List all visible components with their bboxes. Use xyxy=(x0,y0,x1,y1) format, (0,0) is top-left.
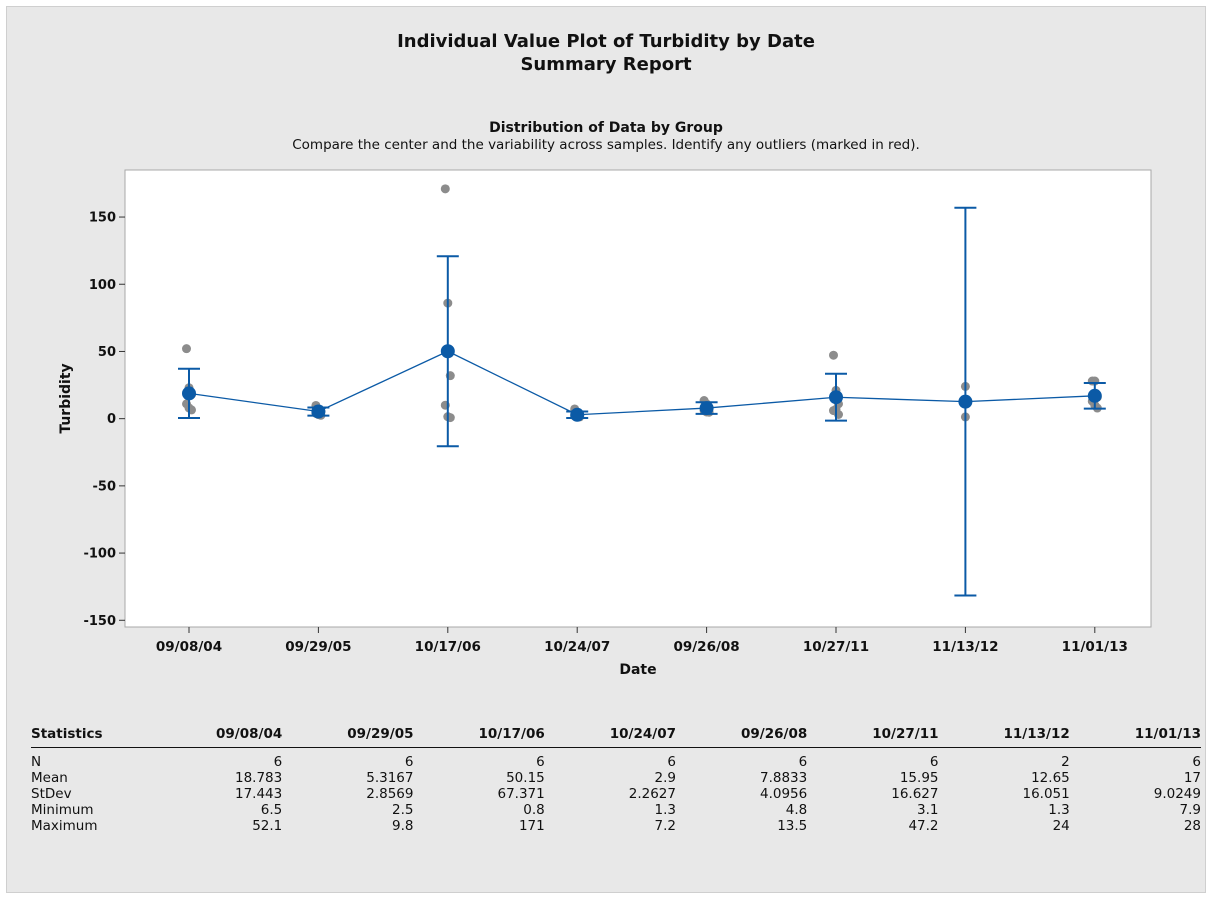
stats-cell: 5.3167 xyxy=(366,770,414,786)
mean-marker xyxy=(182,386,196,401)
stats-row: Minimum 6.5 2.5 0.8 1.3 4.8 3.1 1.3 7.9 xyxy=(31,802,1201,818)
stats-row-label: Maximum xyxy=(31,818,98,834)
stats-cell: 16.627 xyxy=(891,786,939,802)
section-subtitle: Compare the center and the variability a… xyxy=(292,137,920,153)
stats-cell: 50.15 xyxy=(506,770,545,786)
mean-marker xyxy=(699,401,714,416)
stats-cell: 3.1 xyxy=(917,802,939,818)
stats-cell: 17.443 xyxy=(235,786,283,802)
stats-column-header: 10/17/06 xyxy=(413,720,545,748)
stats-cell: 47.2 xyxy=(908,818,939,834)
stats-column-header: 10/24/07 xyxy=(544,720,676,748)
stats-column-header: 09/08/04 xyxy=(151,720,283,748)
stats-cell: 9.8 xyxy=(392,818,414,834)
stats-row-label: Mean xyxy=(31,770,68,786)
stats-column-header: 09/29/05 xyxy=(282,720,414,748)
statistics-header-row: Statistics 09/08/04 09/29/05 10/17/06 10/24/… xyxy=(31,720,1201,748)
stats-cell: 4.8 xyxy=(785,802,808,818)
x-tick-label: 10/27/11 xyxy=(803,639,869,655)
stats-row-label: N xyxy=(31,754,42,770)
x-axis-label: Date xyxy=(619,662,656,678)
stats-cell: 6.5 xyxy=(260,802,283,818)
x-tick-label: 10/24/07 xyxy=(544,639,610,655)
x-tick-label: 09/26/08 xyxy=(673,639,739,655)
summary-report: Individual Value Plot of Turbidity by Da… xyxy=(6,6,1206,893)
stats-header-label: Statistics xyxy=(31,720,151,748)
y-tick-label: 50 xyxy=(98,345,116,360)
stats-cell: 17 xyxy=(1183,770,1201,786)
individual-value-plot: -150 -100 -50 0 50 100 150 09/08/04 09/29/05 10/1… xyxy=(58,169,1152,678)
stats-cell: 2.9 xyxy=(654,770,676,786)
stats-cell: 15.95 xyxy=(899,770,939,786)
y-tick-label: 100 xyxy=(89,278,116,293)
plot-area xyxy=(124,169,1152,628)
mean-marker xyxy=(311,404,326,419)
stats-cell: 7.8833 xyxy=(760,770,808,786)
x-tick-label: 11/01/13 xyxy=(1062,639,1128,655)
data-point xyxy=(829,350,838,360)
stats-cell: 12.65 xyxy=(1031,770,1070,786)
stats-cell: 6 xyxy=(1192,754,1201,770)
stats-cell: 2.8569 xyxy=(366,786,414,802)
stats-cell: 24 xyxy=(1052,818,1070,834)
stats-cell: 7.2 xyxy=(654,818,676,834)
x-tick-label: 11/13/12 xyxy=(932,639,998,655)
stats-cell: 16.051 xyxy=(1022,786,1070,802)
stats-cell: 6 xyxy=(536,754,545,770)
stats-cell: 28 xyxy=(1183,818,1201,834)
stats-cell: 13.5 xyxy=(777,818,808,834)
stats-cell: 7.9 xyxy=(1179,802,1201,818)
data-point xyxy=(440,184,450,194)
stats-cell: 9.0249 xyxy=(1153,786,1201,802)
stats-row-label: Minimum xyxy=(31,802,94,818)
y-tick-label: 150 xyxy=(89,211,116,226)
stats-cell: 6 xyxy=(667,754,676,770)
statistics-table: Statistics 09/08/04 09/29/05 10/17/06 10/24/… xyxy=(31,720,1201,834)
mean-marker xyxy=(829,390,843,405)
stats-cell: 171 xyxy=(518,818,545,834)
stats-cell: 1.3 xyxy=(654,802,676,818)
stats-cell: 6 xyxy=(404,754,414,770)
stats-cell: 6 xyxy=(798,754,808,770)
stats-cell: 4.0956 xyxy=(760,786,808,802)
mean-marker xyxy=(440,344,455,359)
section-title: Distribution of Data by Group xyxy=(489,120,723,136)
stats-column-header: 11/13/12 xyxy=(938,720,1070,748)
mean-marker xyxy=(570,407,585,422)
stats-row: N 6 6 6 6 6 6 2 6 xyxy=(31,748,1201,771)
stats-cell: 1.3 xyxy=(1048,802,1070,818)
stats-cell: 2.2627 xyxy=(628,786,676,802)
stats-cell: 52.1 xyxy=(252,818,283,834)
report-subtitle: Summary Report xyxy=(520,54,692,75)
stats-cell: 67.371 xyxy=(497,786,545,802)
stats-cell: 2.5 xyxy=(392,802,414,818)
x-tick-label: 09/29/05 xyxy=(285,639,351,655)
stats-row: Maximum 52.1 9.8 171 7.2 13.5 47.2 24 28 xyxy=(31,818,1201,834)
stats-column-header: 09/26/08 xyxy=(676,720,808,748)
y-tick-label: -150 xyxy=(83,614,116,629)
stats-row: StDev 17.443 2.8569 67.371 2.2627 4.0956 16.62… xyxy=(31,786,1201,802)
stats-cell: 2 xyxy=(1061,754,1070,770)
stats-column-header: 10/27/11 xyxy=(807,720,939,748)
stats-row-label: StDev xyxy=(31,786,72,802)
y-tick-label: -50 xyxy=(93,479,117,494)
mean-marker xyxy=(958,394,973,409)
stats-row: Mean 18.783 5.3167 50.15 2.9 7.8833 15.95 12.65… xyxy=(31,770,1201,786)
stats-cell: 6 xyxy=(929,754,939,770)
y-tick-label: -100 xyxy=(83,547,116,562)
data-point xyxy=(182,344,191,354)
stats-column-header: 11/01/13 xyxy=(1069,720,1201,748)
mean-connect-line xyxy=(188,350,1095,416)
report-title: Individual Value Plot of Turbidity by Da… xyxy=(397,31,815,52)
y-axis-label: Turbidity xyxy=(58,363,74,433)
mean-marker xyxy=(1087,388,1102,403)
stats-cell: 18.783 xyxy=(235,770,283,786)
stats-cell: 6 xyxy=(273,754,283,770)
stats-cell: 0.8 xyxy=(523,802,545,818)
x-tick-label: 10/17/06 xyxy=(415,639,481,655)
y-tick-label: 0 xyxy=(107,412,116,427)
x-tick-label: 09/08/04 xyxy=(156,639,222,655)
